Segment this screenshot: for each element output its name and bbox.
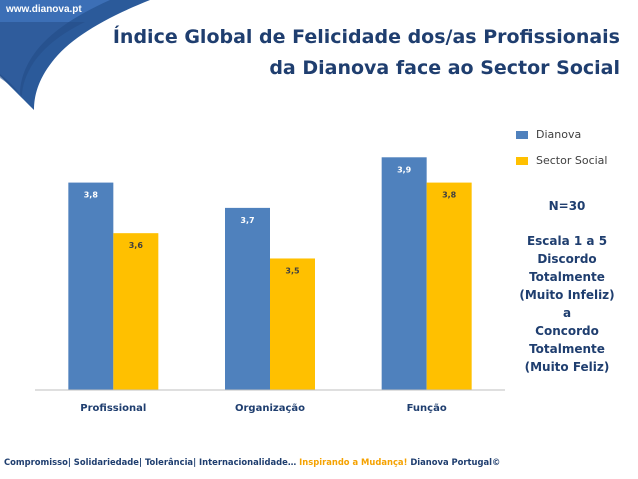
data-label-dianova: 3,8: [84, 191, 99, 200]
scale-line: Escala 1 a 5: [526, 234, 608, 248]
site-url: www.dianova.pt: [6, 4, 82, 15]
legend-label-sector-social: Sector Social: [536, 154, 608, 167]
legend-swatch-sector-social: [516, 157, 528, 165]
x-tick-label: Organização: [235, 403, 305, 414]
bar-dianova: [381, 157, 427, 390]
data-label-sector-social: 3,6: [129, 241, 144, 250]
x-tick-label: Função: [407, 403, 447, 414]
bar-sector-social: [426, 182, 472, 390]
footer-slogan: Inspirando a Mudança!: [299, 457, 408, 467]
bar-dianova: [68, 182, 114, 390]
scale-line: a: [562, 306, 572, 320]
bar-sector-social: [113, 233, 159, 390]
page-title: Índice Global de Felicidade dos/as Profi…: [60, 22, 620, 84]
bar-sector-social: [270, 258, 315, 390]
footer-copyright: Dianova Portugal©: [410, 457, 501, 467]
scale-notes: N=30 Escala 1 a 5 Discordo Totalmente (M…: [508, 199, 626, 376]
data-label-sector-social: 3,8: [442, 191, 457, 200]
scale-line: Concordo: [535, 324, 599, 338]
data-label-dianova: 3,9: [397, 165, 412, 174]
scale-line: (Muito Infeliz): [519, 288, 615, 302]
footer-values: Compromisso| Solidariedade| Tolerância| …: [4, 457, 297, 467]
bar-dianova: [225, 207, 270, 390]
data-label-dianova: 3,7: [240, 216, 254, 225]
title-line-1: Índice Global de Felicidade dos/as Profi…: [112, 26, 620, 48]
x-tick-label: Profissional: [80, 403, 146, 414]
scale-line: Totalmente: [529, 270, 605, 284]
legend-swatch-dianova: [516, 131, 528, 139]
title-line-2: da Dianova face ao Sector Social: [269, 57, 620, 79]
legend-label-dianova: Dianova: [536, 128, 582, 141]
scale-line: (Muito Feliz): [524, 360, 610, 374]
footer: Compromisso| Solidariedade| Tolerância| …: [4, 457, 500, 467]
sample-size: N=30: [548, 199, 586, 213]
scale-line: Totalmente: [529, 342, 605, 356]
data-label-sector-social: 3,5: [285, 266, 300, 275]
scale-line: Discordo: [537, 252, 597, 266]
